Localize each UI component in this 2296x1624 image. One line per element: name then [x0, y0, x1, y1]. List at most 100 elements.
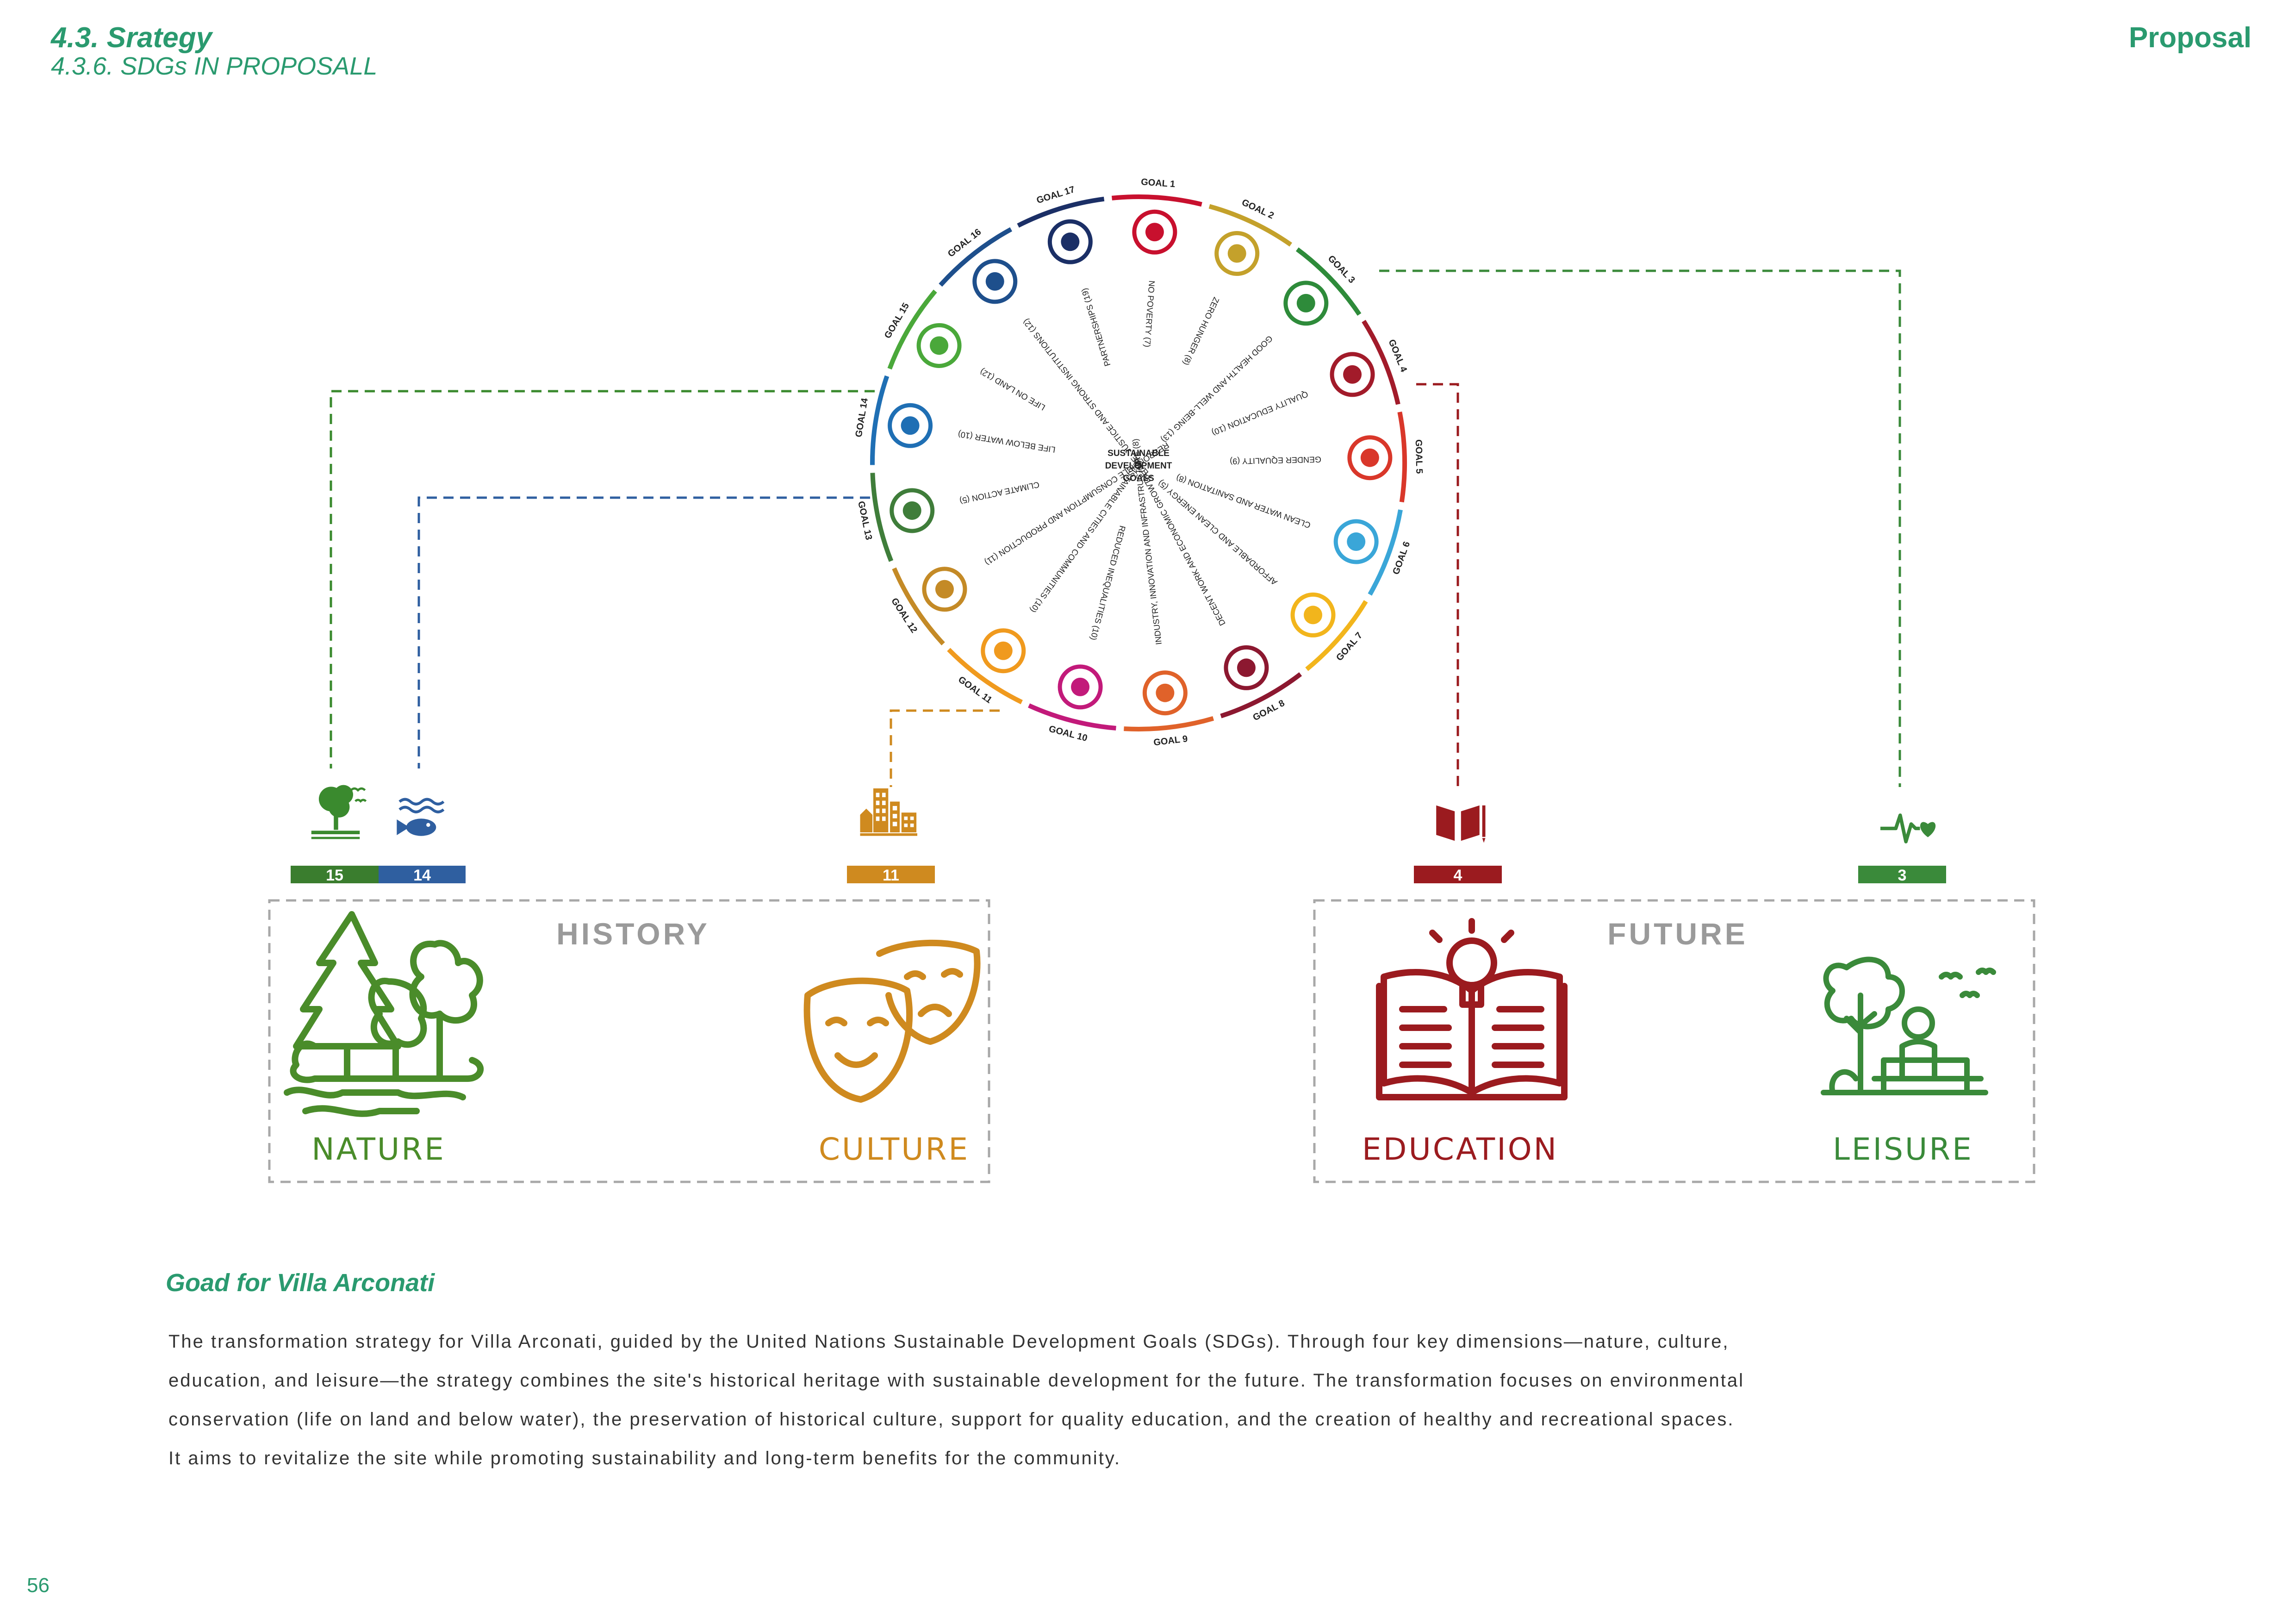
badge-14: 14	[413, 867, 431, 884]
forest-icon	[284, 911, 484, 1117]
goal-name-15: LIFE ON LAND (12)	[978, 367, 1047, 412]
goal-name-6: CLEAN WATER AND SANITATION (8)	[1175, 473, 1312, 530]
water-drop-icon	[1333, 519, 1379, 564]
gender-icon	[1347, 435, 1393, 481]
page-number: 56	[27, 1574, 50, 1597]
goal-arc-11	[947, 648, 1023, 705]
goal-badges: 15 14 11 4 3	[291, 866, 1946, 884]
badge-icon-3	[1880, 815, 1935, 842]
people-icon	[1132, 209, 1177, 255]
goal-label-13: GOAL 13	[856, 500, 874, 541]
wheel-center-line-3: GOALS	[1123, 474, 1154, 483]
history-frame	[268, 899, 990, 1183]
goal-arc-5	[1397, 411, 1407, 503]
badge-icon-15	[311, 785, 366, 839]
category-nature: NATURE	[311, 1131, 446, 1167]
connector-goal14-nature	[417, 496, 870, 768]
badge-15: 15	[326, 867, 343, 884]
fish-icon	[888, 403, 933, 448]
goal-label-11: GOAL 11	[956, 675, 994, 706]
equality-icon	[1058, 664, 1103, 710]
goal-arc-17	[1017, 196, 1105, 228]
goal-name-13: CLIMATE ACTION (5)	[959, 480, 1040, 506]
goal-arc-14	[870, 375, 890, 465]
goal-section-body: The transformation strategy for Villa Ar…	[168, 1322, 2112, 1478]
infinity-icon	[922, 567, 967, 612]
goal-arc-4	[1362, 319, 1400, 405]
goal-name-1: NO POVERTY (7)	[1143, 280, 1157, 347]
wheel-center-line-1: SUSTAINABLE	[1108, 449, 1170, 458]
group-frames	[268, 899, 2035, 1183]
goal-label-5: GOAL 5	[1413, 439, 1425, 474]
goal-label-6: GOAL 6	[1391, 540, 1412, 576]
connector-goal11-culture	[890, 709, 1000, 787]
badge-4: 4	[1454, 867, 1462, 884]
goal-arc-8	[1220, 672, 1302, 718]
history-title: HISTORY	[556, 917, 710, 951]
cubes-icon	[1142, 670, 1188, 716]
connector-goal15-nature	[330, 390, 875, 768]
flower-icon	[1047, 219, 1093, 264]
goal-label-9: GOAL 9	[1153, 734, 1188, 748]
theatre-masks-icon	[803, 939, 981, 1103]
badge-icon-4	[1436, 805, 1486, 843]
badge-11: 11	[883, 867, 899, 884]
goal-arc-3	[1295, 247, 1362, 316]
goal-name-17: PARTNERSHIPS (19)	[1080, 287, 1113, 367]
category-culture: CULTURE	[819, 1131, 970, 1167]
sun-power-icon	[1290, 592, 1336, 637]
heartbeat-icon	[1283, 281, 1329, 326]
goal-name-14: LIFE BELOW WATER (10)	[957, 430, 1056, 455]
goal-name-4: QUALITY EDUCATION (10)	[1210, 389, 1309, 437]
connector-lines	[330, 269, 1901, 792]
goal-name-5: GENDER EQUALITY (9)	[1230, 455, 1321, 466]
goal-arc-2	[1208, 204, 1292, 247]
body-line-1: The transformation strategy for Villa Ar…	[168, 1331, 1730, 1352]
subsection-title: 4.3.6. SDGs IN PROPOSALL	[51, 52, 378, 80]
section-title: 4.3. Srategy	[51, 22, 212, 54]
body-line-2: education, and leisure—the strategy comb…	[168, 1370, 1744, 1391]
wheel-center-label: SUSTAINABLE DEVELOPMENT GOALS	[1105, 449, 1172, 483]
goal-arc-15	[887, 289, 937, 370]
connector-goal4-education	[1416, 383, 1459, 792]
goal-arc-9	[1124, 716, 1214, 731]
goal-label-16: GOAL 16	[946, 227, 983, 259]
badge-3: 3	[1898, 867, 1907, 884]
dove-icon	[972, 259, 1018, 304]
section-label: Proposal	[2128, 22, 2252, 54]
book-lightbulb-icon	[1376, 918, 1568, 1100]
wheel-center-line-2: DEVELOPMENT	[1105, 461, 1172, 471]
connector-goal3-leisure	[1379, 269, 1901, 787]
goal-arc-6	[1368, 509, 1403, 596]
goal-arc-13	[870, 473, 894, 562]
goal-name-10: REDUCED INEQUALITIES (10)	[1089, 525, 1127, 641]
eye-globe-icon	[890, 488, 935, 533]
goal-arc-10	[1028, 703, 1116, 731]
goal-arc-7	[1305, 600, 1368, 671]
book-icon	[1330, 352, 1375, 397]
category-education: EDUCATION	[1362, 1131, 1558, 1167]
body-line-4: It aims to revitalize the site while pro…	[168, 1448, 1121, 1468]
goal-arc-12	[892, 567, 945, 646]
body-line-3: conservation (life on land and below wat…	[168, 1409, 1735, 1430]
goal-arc-16	[939, 227, 1013, 287]
future-frame	[1313, 899, 2035, 1183]
goal-name-2: ZERO HUNGER (8)	[1181, 296, 1221, 367]
growth-chart-icon	[1224, 645, 1269, 690]
category-leisure: LEISURE	[1833, 1131, 1973, 1167]
city-icon	[981, 628, 1026, 674]
future-title: FUTURE	[1607, 917, 1748, 951]
park-bench-icon	[1821, 956, 1996, 1095]
goal-arc-1	[1111, 194, 1202, 207]
goal-label-17: GOAL 17	[1035, 184, 1076, 206]
badge-icon-14	[397, 800, 443, 836]
tree-icon	[916, 323, 962, 368]
bowl-icon	[1214, 231, 1260, 276]
goal-section-title: Goad for Villa Arconati	[166, 1269, 435, 1297]
goal-label-10: GOAL 10	[1048, 724, 1089, 743]
goal-label-14: GOAL 14	[853, 397, 870, 438]
goal-label-12: GOAL 12	[889, 596, 919, 635]
badge-icon-11	[860, 788, 917, 836]
